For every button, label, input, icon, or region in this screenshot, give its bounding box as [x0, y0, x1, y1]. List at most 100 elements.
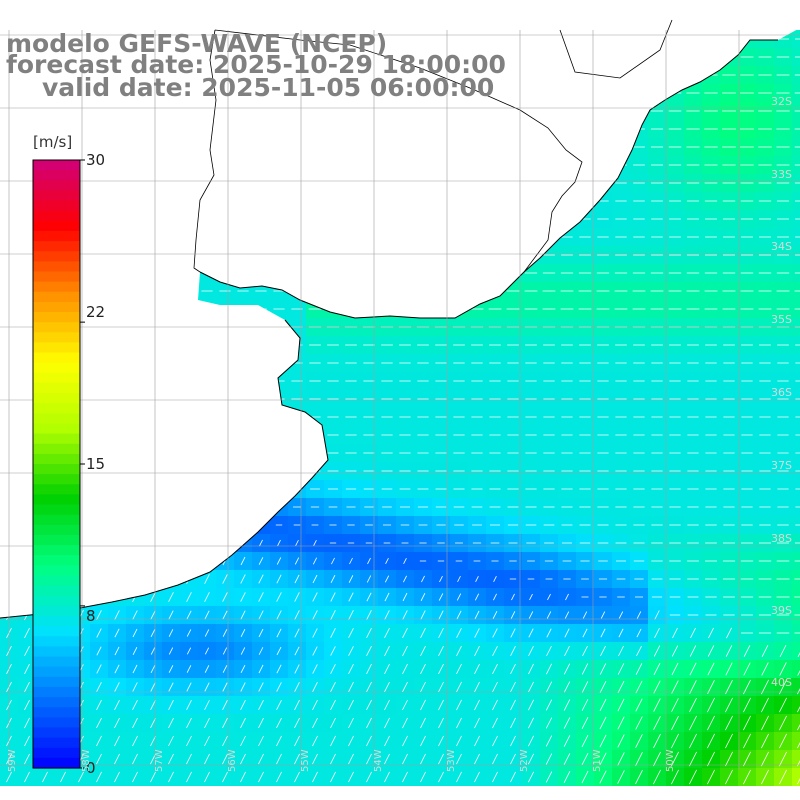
wind-arrow: [635, 680, 643, 694]
wind-arrow: [635, 769, 643, 785]
model-title: modelo GEFS-WAVE (NCEP): [6, 29, 388, 58]
wind-arrow: [671, 715, 679, 731]
wind-arrow: [563, 681, 571, 693]
wind-arrow: [258, 717, 264, 729]
wind-arrow: [240, 753, 246, 765]
wind-arrow: [186, 665, 192, 673]
colorbar-segment: [33, 210, 80, 222]
wind-arrow: [240, 735, 246, 747]
wind-arrow: [366, 575, 372, 583]
colorbar-segment: [33, 605, 80, 617]
wind-arrow: [671, 645, 679, 657]
lon-label: 57W: [154, 749, 165, 772]
wind-arrow: [779, 662, 787, 676]
wind-arrow: [689, 769, 697, 785]
wind-arrow: [312, 610, 318, 620]
lat-label: 39S: [771, 604, 792, 617]
wind-arrow: [114, 735, 120, 747]
wind-arrow: [240, 592, 246, 602]
wind-arrow: [150, 717, 156, 729]
wind-arrow: [617, 734, 625, 748]
wind-arrow: [312, 771, 318, 783]
wind-arrow: [492, 610, 498, 620]
wind-arrow: [456, 593, 462, 601]
wind-arrow: [653, 751, 661, 767]
wind-arrow: [529, 593, 533, 601]
wind-arrow: [96, 771, 102, 783]
wind-arrow: [186, 717, 192, 729]
wind-arrow: [779, 751, 787, 767]
wind-arrow: [366, 628, 372, 638]
wind-arrow: [366, 753, 372, 765]
colorbar-segment: [33, 241, 80, 252]
wind-arrow: [743, 769, 751, 785]
wind-arrow: [420, 610, 426, 620]
wind-arrow: [222, 735, 228, 747]
lat-lon-grid: [0, 30, 800, 770]
wind-arrow: [384, 592, 390, 602]
wind-arrow: [384, 610, 390, 620]
wind-arrow: [24, 681, 30, 693]
colorbar-segment: [33, 585, 80, 597]
wind-arrow: [384, 663, 390, 675]
wind-arrow: [258, 735, 264, 747]
wind-arrow: [186, 682, 192, 692]
colorbar-segment: [33, 524, 80, 536]
colorbar-segment: [33, 545, 80, 556]
wind-arrow: [492, 681, 498, 693]
colorbar-segment: [33, 393, 80, 404]
wind-arrow: [528, 646, 534, 656]
colorbar-unit: [m/s]: [33, 133, 73, 151]
wind-arrow: [438, 717, 444, 729]
wind-arrow: [635, 752, 643, 766]
wind-arrow: [761, 697, 769, 713]
wind-arrow: [312, 664, 318, 674]
wind-arrow: [168, 610, 174, 620]
wind-arrow: [725, 645, 733, 657]
colorbar-segment: [33, 686, 80, 698]
wind-arrow: [6, 771, 12, 783]
wind-arrow: [528, 681, 534, 693]
wind-arrow: [402, 592, 408, 602]
wind-arrow: [348, 575, 354, 583]
wind-arrow: [96, 717, 102, 729]
wind-arrow: [564, 611, 570, 619]
wind-arrow: [707, 715, 715, 731]
wind-arrow: [474, 645, 480, 657]
wind-arrow: [438, 699, 444, 711]
wind-arrow: [402, 753, 408, 765]
wind-arrow: [186, 753, 192, 765]
wind-arrow: [222, 682, 228, 692]
country-border: [193, 19, 673, 273]
wind-arrow: [582, 628, 588, 638]
wind-arrow: [313, 539, 317, 547]
wind-arrow: [599, 752, 607, 766]
wind-arrow: [24, 753, 30, 765]
wind-arrow: [150, 610, 156, 620]
wind-arrow: [438, 681, 444, 693]
wind-arrow: [204, 592, 210, 602]
wind-arrow: [707, 769, 715, 785]
colorbar-segment: [33, 474, 80, 485]
lon-label: 51W: [592, 749, 603, 772]
wind-arrow: [366, 699, 372, 711]
wind-arrow: [474, 735, 480, 747]
wind-arrow: [743, 679, 751, 695]
wind-arrow: [349, 557, 353, 565]
wind-arrow: [599, 716, 607, 730]
wind-arrow: [456, 753, 462, 765]
wind-arrow: [96, 699, 102, 711]
colorbar-segment: [33, 443, 80, 455]
wind-arrow: [420, 681, 426, 693]
wind-arrow: [132, 628, 138, 638]
wind-arrow: [78, 771, 84, 783]
wind-arrow: [492, 645, 498, 657]
wind-arrow: [402, 699, 408, 711]
wind-arrow: [96, 753, 102, 765]
wind-arrow: [456, 699, 462, 711]
wind-arrow: [312, 574, 318, 584]
wind-arrow: [420, 753, 426, 765]
colorbar-segment: [33, 534, 80, 546]
wind-arrow: [510, 681, 516, 693]
wind-arrow: [743, 697, 751, 713]
